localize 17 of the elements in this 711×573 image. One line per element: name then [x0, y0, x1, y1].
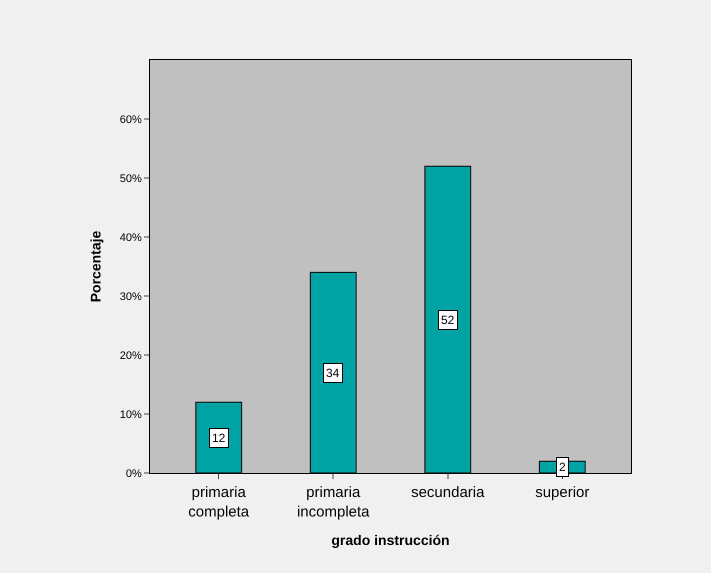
- y-axis-title: Porcentaje: [87, 230, 104, 302]
- data-label: 2: [559, 460, 566, 474]
- y-tick-label: 10%: [120, 408, 142, 421]
- y-tick-label: 0%: [126, 468, 142, 480]
- data-label: 12: [212, 431, 226, 445]
- x-tick-label: superior: [535, 484, 590, 501]
- y-tick-label: 40%: [120, 232, 142, 244]
- y-tick-label: 30%: [120, 290, 142, 303]
- x-axis-title: grado instrucción: [331, 532, 450, 548]
- data-label: 52: [441, 313, 455, 327]
- data-label: 34: [326, 366, 340, 380]
- y-tick-label: 60%: [120, 114, 142, 126]
- y-tick-label: 20%: [120, 350, 142, 362]
- x-tick-label: primaria incompleta: [296, 484, 370, 520]
- x-tick-label: primaria completa: [188, 484, 250, 520]
- x-tick-label: secundaria: [411, 484, 486, 501]
- y-tick-label: 50%: [120, 172, 142, 185]
